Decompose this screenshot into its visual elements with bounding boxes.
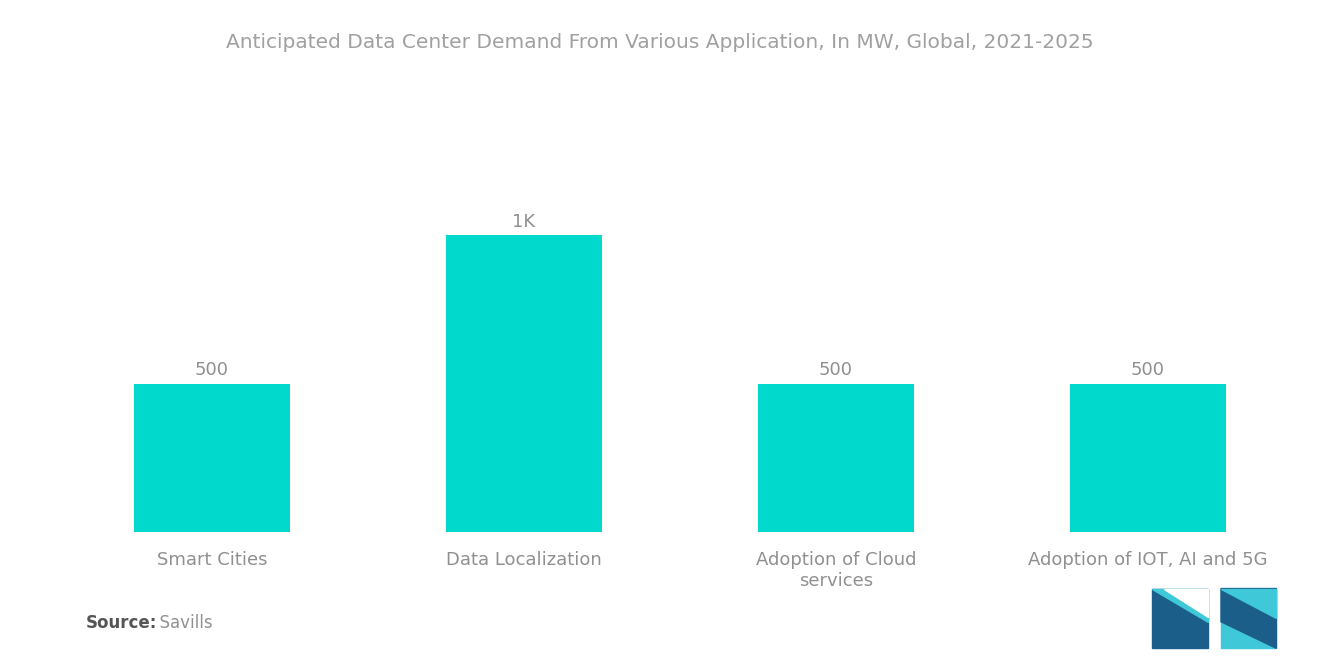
Text: 500: 500 — [818, 361, 853, 379]
Polygon shape — [1164, 589, 1208, 617]
Polygon shape — [1221, 589, 1276, 618]
Text: 500: 500 — [195, 361, 228, 379]
Text: Anticipated Data Center Demand From Various Application, In MW, Global, 2021-202: Anticipated Data Center Demand From Vari… — [226, 33, 1094, 53]
Polygon shape — [1221, 589, 1276, 648]
Bar — [133, 384, 290, 532]
Polygon shape — [1221, 589, 1276, 648]
Text: Source:: Source: — [86, 614, 157, 632]
Text: 500: 500 — [1131, 361, 1164, 379]
Bar — [446, 235, 602, 532]
Bar — [1069, 384, 1226, 532]
Text: Savills: Savills — [149, 614, 213, 632]
Polygon shape — [1152, 589, 1208, 648]
Bar — [758, 384, 913, 532]
Text: 1K: 1K — [512, 213, 536, 231]
Polygon shape — [1152, 589, 1208, 622]
